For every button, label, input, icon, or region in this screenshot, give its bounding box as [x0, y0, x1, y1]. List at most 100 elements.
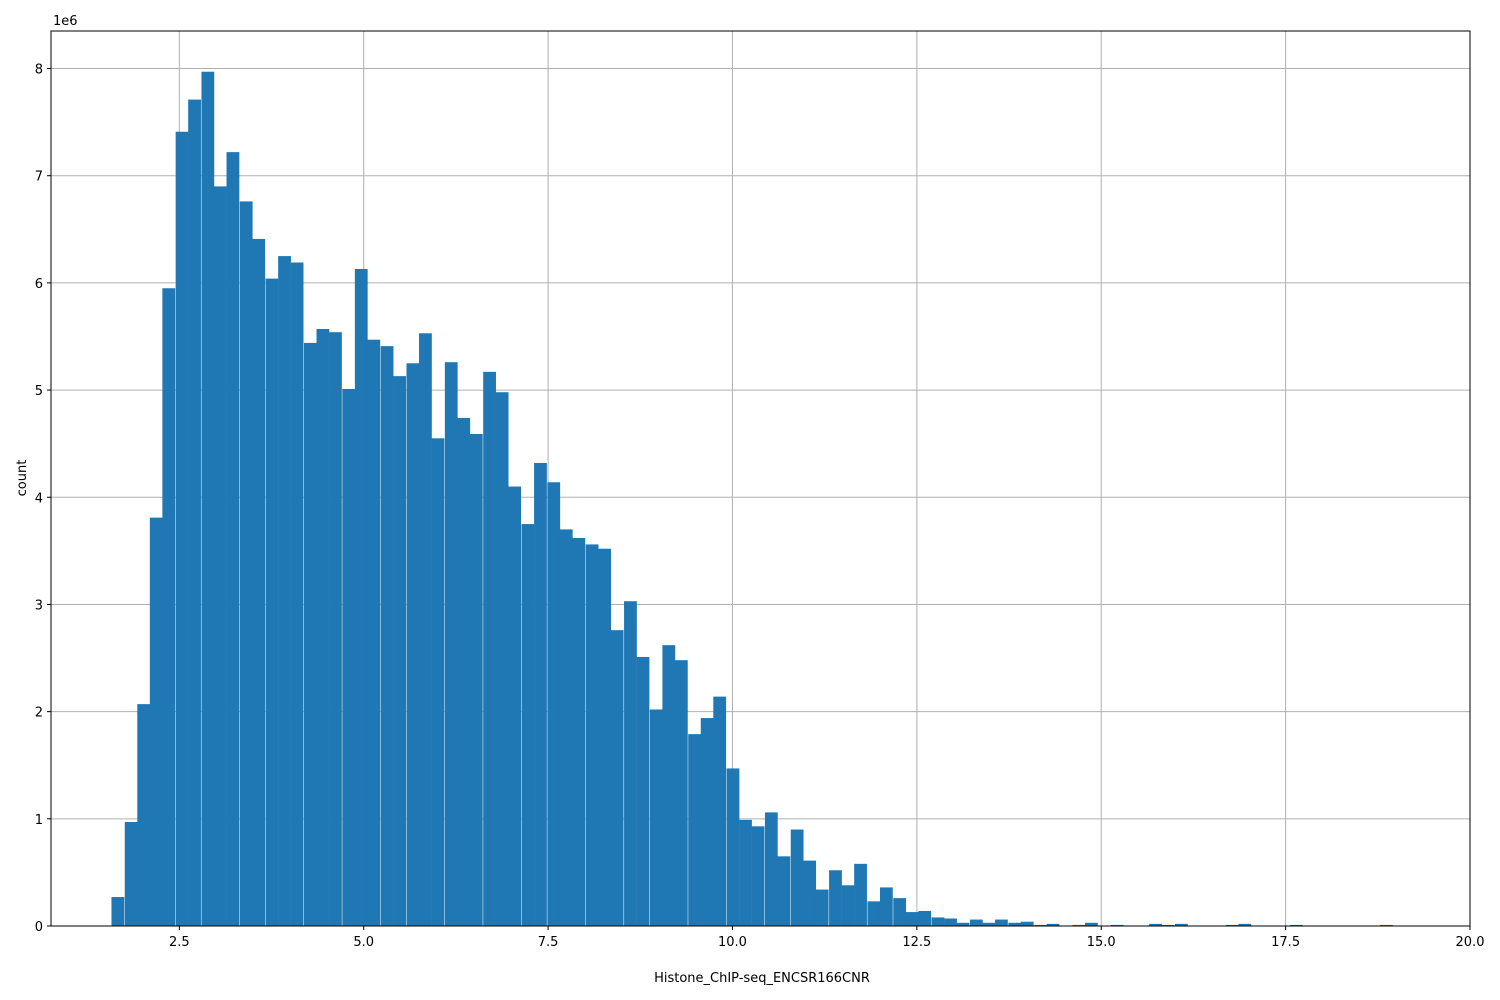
histogram-bar — [252, 238, 266, 926]
histogram-bar — [739, 819, 752, 926]
histogram-bar — [213, 186, 227, 926]
histogram-bar — [124, 822, 138, 926]
y-tick-label: 6 — [35, 277, 43, 292]
histogram-bar — [1225, 924, 1239, 926]
histogram-bar — [1046, 923, 1060, 926]
histogram-bar — [329, 332, 342, 926]
x-tick-label: 2.5 — [169, 935, 190, 950]
histogram-bar — [918, 910, 932, 926]
histogram-bar — [674, 660, 688, 926]
histogram-bar — [841, 885, 855, 926]
histogram-bar — [239, 201, 253, 926]
y-axis-ticks: 0 1 2 3 4 5 6 7 8 — [35, 63, 51, 935]
histogram-bar — [944, 918, 957, 926]
histogram-bar — [431, 438, 445, 926]
y-axis-label: count — [15, 460, 30, 497]
histogram-bar — [457, 417, 471, 926]
histogram-bar — [111, 897, 125, 926]
y-tick-label: 8 — [35, 63, 43, 78]
histogram-bar — [662, 645, 676, 926]
histogram-bar — [700, 718, 714, 926]
histogram-bar — [777, 856, 791, 926]
histogram-bar — [483, 371, 496, 926]
x-tick-label: 7.5 — [538, 935, 559, 950]
histogram-bar — [995, 919, 1008, 926]
histogram-bar — [803, 860, 817, 926]
histogram-bar — [829, 870, 842, 926]
y-tick-label: 5 — [35, 384, 43, 399]
histogram-bar — [495, 392, 509, 926]
histogram-bar — [162, 288, 176, 927]
x-tick-label: 5.0 — [353, 935, 374, 950]
histogram-bar — [508, 486, 522, 926]
histogram-bar — [1072, 924, 1086, 926]
x-tick-label: 20.0 — [1456, 935, 1485, 950]
histogram-bar — [1290, 924, 1303, 926]
histogram-bar — [534, 462, 547, 926]
x-tick-label: 12.5 — [902, 935, 931, 950]
x-tick-label: 17.5 — [1271, 935, 1300, 950]
histogram-bar — [982, 922, 996, 926]
y-tick-label: 3 — [35, 598, 43, 613]
histogram-bar — [354, 268, 368, 926]
histogram-bar — [393, 376, 406, 927]
histogram-bar — [688, 734, 702, 926]
histogram-bar — [610, 630, 624, 926]
x-tick-label: 10.0 — [718, 935, 747, 950]
histogram-bar — [137, 704, 151, 926]
histogram-bar — [547, 482, 561, 926]
histogram-bar — [316, 328, 330, 926]
histogram-bar — [713, 696, 727, 926]
histogram-bar — [585, 544, 599, 926]
histogram-bar — [905, 912, 919, 926]
histogram-bar — [521, 524, 535, 926]
histogram-bar — [854, 863, 867, 926]
histogram-bar — [201, 71, 215, 927]
histogram-bar — [956, 922, 970, 926]
histogram-bar — [815, 889, 829, 926]
histogram-bar — [1149, 923, 1162, 926]
histogram-bar — [1238, 923, 1252, 926]
histogram-bar — [1161, 924, 1175, 926]
histogram-bar — [1380, 924, 1393, 926]
histogram-bar — [188, 99, 201, 926]
histogram-bar — [559, 529, 573, 926]
histogram-bar — [149, 517, 163, 926]
y-tick-label: 1 — [35, 813, 43, 828]
histogram-bar — [1110, 924, 1124, 926]
histogram-bar — [867, 901, 881, 926]
histogram-bar — [342, 389, 356, 926]
histogram-bar — [265, 278, 279, 926]
histogram-bar — [624, 601, 637, 926]
histogram-bars — [111, 71, 1393, 927]
x-axis-ticks: 2.5 5.0 7.5 10.0 12.5 15.0 17.5 20.0 — [169, 926, 1484, 950]
histogram-bar — [790, 829, 804, 926]
histogram-bar — [1034, 924, 1047, 926]
histogram-bar — [290, 262, 304, 926]
histogram-bar — [598, 548, 612, 926]
histogram-bar — [303, 342, 317, 927]
x-axis-label: Histone_ChIP-seq_ENCSR166CNR — [654, 971, 870, 986]
plot-frame — [50, 30, 1471, 927]
histogram-bar — [406, 363, 420, 926]
histogram-bar — [649, 709, 663, 926]
histogram-bar — [572, 537, 586, 926]
histogram-bar — [969, 919, 983, 926]
histogram-bar — [1008, 922, 1022, 926]
histogram-bar — [444, 362, 458, 926]
y-tick-label: 2 — [35, 706, 43, 721]
histogram-bar — [367, 339, 381, 927]
histogram-bar — [226, 152, 240, 927]
histogram-bar — [1085, 922, 1098, 926]
histogram-bar — [469, 434, 483, 926]
histogram-bar — [1174, 923, 1188, 926]
histogram-bar — [636, 656, 650, 926]
y-tick-label: 4 — [35, 491, 43, 506]
y-axis-multiplier: 1e6 — [53, 14, 78, 29]
histogram-bar — [175, 131, 189, 926]
histogram-bar — [278, 256, 291, 926]
histogram-bar — [419, 333, 432, 927]
histogram-bar — [726, 768, 740, 926]
histogram-bar — [380, 346, 394, 927]
